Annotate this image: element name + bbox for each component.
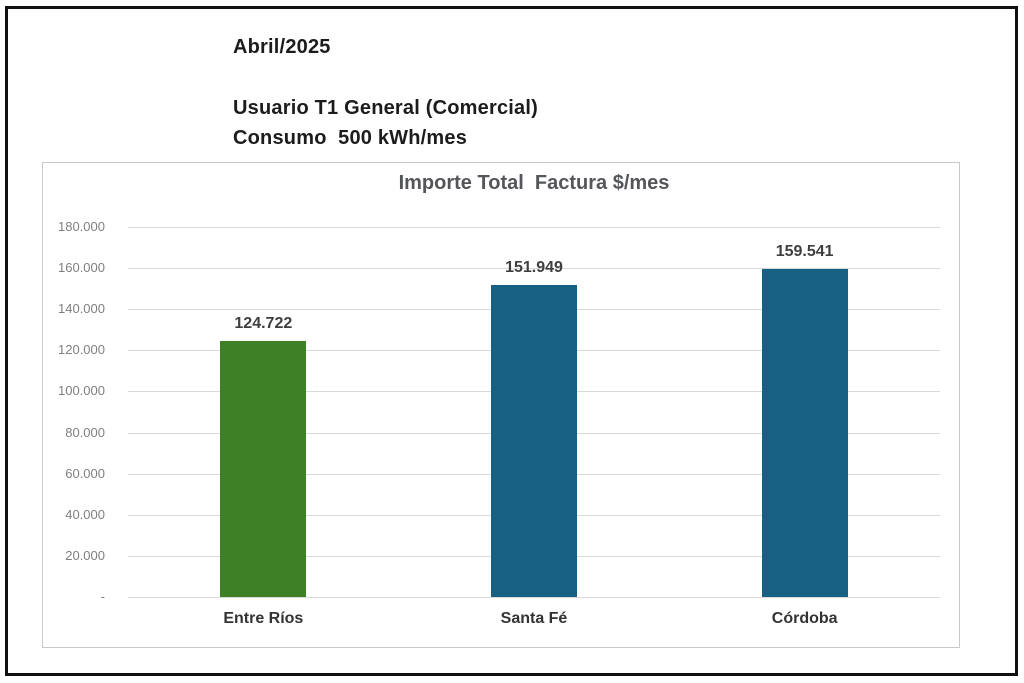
- y-axis-tick-label: 180.000: [58, 219, 105, 234]
- report-frame: Abril/2025 Usuario T1 General (Comercial…: [5, 6, 1018, 676]
- y-axis-tick-label: -: [100, 589, 105, 604]
- report-consumption: Consumo 500 kWh/mes: [233, 127, 468, 149]
- plot-area: 124.722 151.949 159.541: [128, 227, 940, 598]
- chart-title: Importe Total Factura $/mes: [398, 172, 670, 194]
- y-axis-tick-label: 60.000: [65, 465, 105, 481]
- y-axis-tick-label: 160.000: [58, 260, 105, 276]
- y-axis-tick-label: 20.000: [65, 547, 105, 563]
- bar-entre-ríos: [220, 340, 307, 597]
- gridline: [128, 597, 940, 598]
- chart-panel: Importe Total Factura $/mes 180.000 160.0…: [42, 162, 960, 648]
- gridline: [128, 268, 940, 270]
- y-axis-tick-label: 40.000: [65, 506, 105, 522]
- x-axis: Entre Ríos Santa Fé Córdoba: [128, 610, 940, 636]
- y-axis-tick-label: 140.000: [58, 301, 105, 317]
- y-axis-tick-label: 100.000: [58, 383, 105, 399]
- y-axis-tick-label: 80.000: [65, 424, 105, 440]
- gridline: [128, 227, 940, 228]
- x-axis-category-label: Entre Ríos: [223, 610, 304, 627]
- y-axis: 180.000 160.000 140.000 120.000 100.000 80.00…: [43, 219, 105, 604]
- bar-santa-fé: [491, 284, 577, 597]
- x-axis-category-label: Córdoba: [771, 610, 838, 627]
- bar-value-label: 124.722: [234, 314, 293, 332]
- x-axis-category-label: Santa Fé: [500, 610, 568, 627]
- report-user-type: Usuario T1 General (Comercial): [233, 97, 538, 119]
- y-axis-tick-label: 120.000: [58, 342, 105, 358]
- bar-córdoba: [761, 269, 848, 597]
- report-period: Abril/2025: [233, 36, 331, 58]
- bar-value-label: 159.541: [775, 243, 834, 261]
- bar-value-label: 151.949: [505, 258, 563, 276]
